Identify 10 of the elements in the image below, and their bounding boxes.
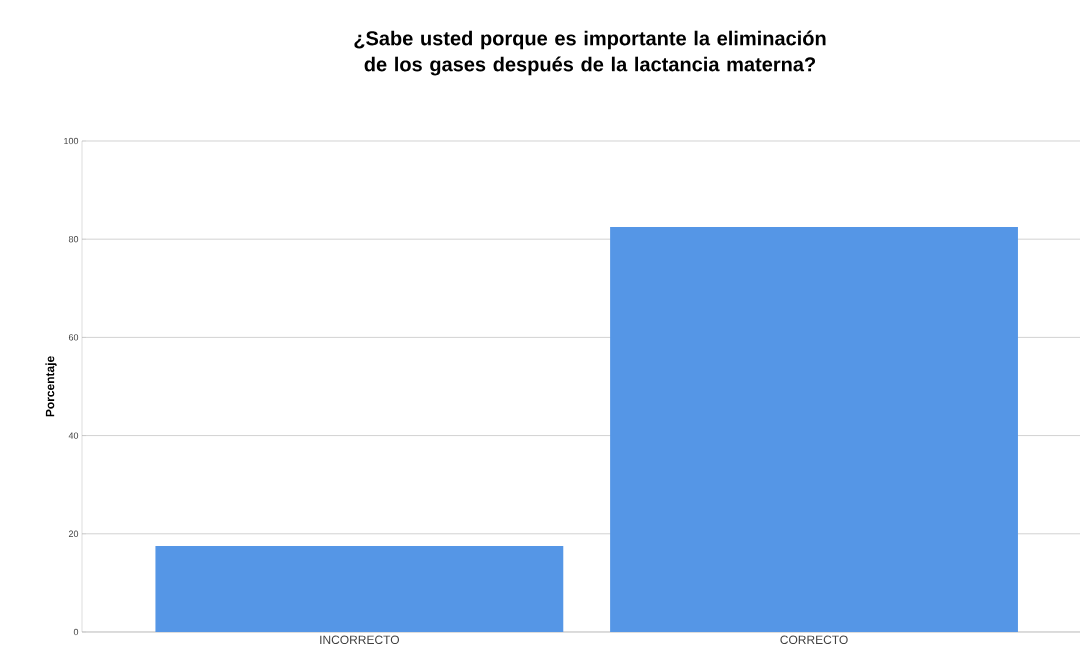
y-tick-label: 0: [73, 628, 79, 636]
y-axis-title: Porcentaje: [45, 356, 57, 417]
y-tick-label: 40: [68, 432, 79, 439]
y-tick-label: 60: [68, 334, 79, 341]
y-tick-label: 100: [64, 137, 79, 145]
y-tick-label: 80: [68, 236, 79, 243]
x-tick-label: INCORRECTO: [320, 635, 400, 645]
chart-title: ¿Sabe usted porque es importante la eliminación de los gases después de la lactancia materna?: [354, 30, 826, 76]
x-tick-label: CORRECTO: [780, 635, 848, 645]
y-tick-label: 20: [68, 530, 79, 537]
